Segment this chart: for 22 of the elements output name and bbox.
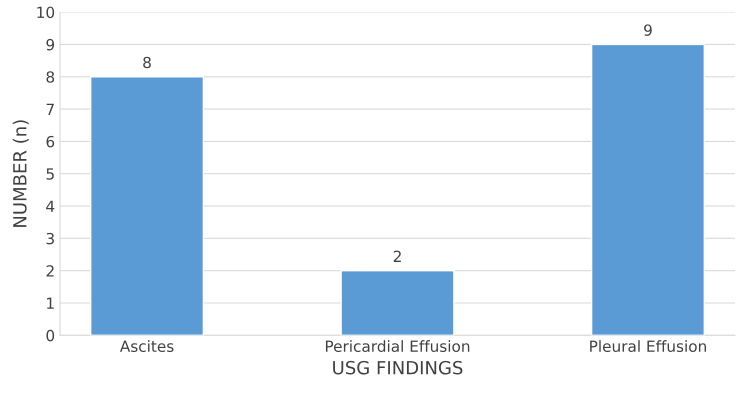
y-tick-label: 3 [46, 232, 54, 244]
x-axis-title: USG FINDINGS [333, 360, 462, 374]
x-tick-label: Pleural Effusion [590, 340, 706, 352]
y-tick-label: 0 [46, 330, 54, 342]
data-label: 2 [394, 250, 401, 262]
y-tick-label: 4 [46, 200, 54, 212]
y-tick-label: 6 [46, 136, 54, 148]
bar [90, 76, 204, 336]
x-tick-label: Ascites [120, 340, 174, 352]
y-tick-label: 10 [37, 6, 54, 18]
y-tick-label: 7 [46, 104, 54, 115]
y-tick-label: 9 [46, 38, 54, 50]
bar [590, 44, 706, 336]
data-label: 9 [644, 24, 652, 36]
y-axis-title: NUMBER (n) [12, 120, 29, 227]
x-tick-label: Pericardial Effusion [326, 340, 470, 352]
bar [340, 270, 455, 336]
y-tick-label: 8 [46, 71, 54, 83]
y-tick-label: 1 [47, 298, 54, 309]
y-tick-label: 5 [46, 168, 54, 180]
data-label: 8 [143, 56, 151, 68]
y-tick-label: 2 [46, 265, 54, 276]
